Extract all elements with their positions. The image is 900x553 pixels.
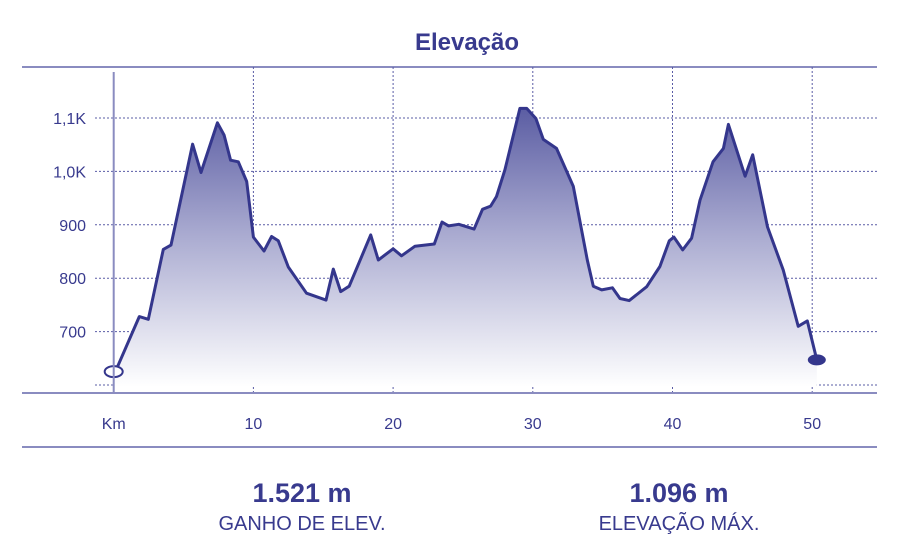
y-tick-label: 900	[59, 218, 86, 235]
stat-value: 1.096 m	[629, 478, 728, 508]
y-tick-label: 800	[59, 271, 86, 288]
stat-label: ELEVAÇÃO MÁX.	[599, 511, 760, 535]
x-tick-labels: Km 10 20 30 40 50	[102, 416, 822, 433]
stat-label: GANHO DE ELEV.	[218, 513, 385, 535]
y-tick-label: 1,1K	[53, 111, 86, 128]
elevation-line	[112, 106, 819, 373]
x-tick-label: 10	[245, 416, 263, 433]
stat-max-elevation: 1.096 m ELEVAÇÃO MÁX.	[599, 478, 760, 535]
y-tick-label: 700	[59, 325, 86, 342]
x-tick-label: 40	[664, 416, 682, 433]
x-tick-label: 30	[524, 416, 542, 433]
x-tick-label: 50	[803, 416, 821, 433]
x-tick-label: 20	[384, 416, 402, 433]
end-marker	[807, 354, 826, 366]
y-tick-labels: 700 800 900 1,0K 1,1K	[53, 111, 86, 342]
y-tick-label: 1,0K	[53, 164, 86, 181]
stat-value: 1.521 m	[252, 478, 351, 508]
chart-title: Elevação	[415, 29, 519, 56]
elevation-area	[113, 108, 817, 388]
x-tick-label: Km	[102, 416, 126, 433]
stat-elevation-gain: 1.521 m GANHO DE ELEV.	[218, 478, 385, 535]
